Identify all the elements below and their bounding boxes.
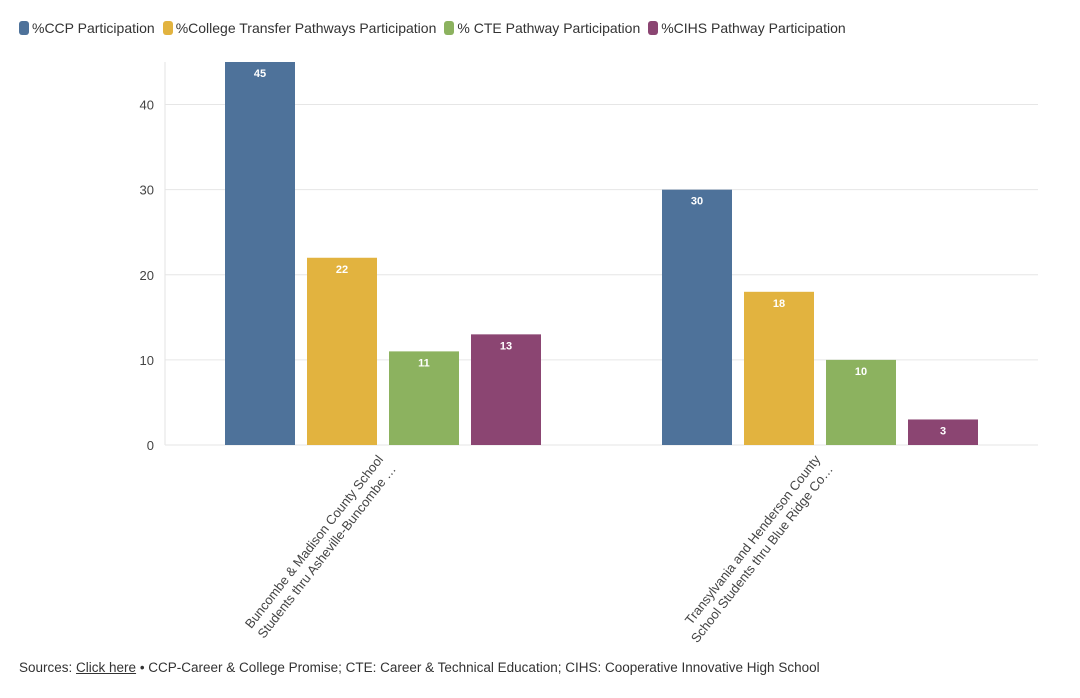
bar[interactable]	[471, 334, 541, 445]
bar[interactable]	[307, 257, 377, 445]
bars	[225, 62, 978, 445]
y-tick-label: 40	[140, 98, 154, 113]
legend-swatch	[19, 21, 29, 35]
data-label: 45	[254, 68, 266, 80]
bar[interactable]	[662, 189, 732, 445]
y-tick-label: 0	[147, 438, 154, 453]
data-label: 30	[691, 196, 703, 208]
data-label: 3	[940, 425, 946, 437]
bar[interactable]	[744, 291, 814, 445]
sources-footer: Sources: Click here • CCP-Career & Colle…	[19, 660, 820, 675]
bar[interactable]	[908, 419, 978, 445]
legend-label: %CIHS Pathway Participation	[661, 20, 846, 36]
x-axis-categories: Buncombe & Madison County SchoolStudents…	[242, 452, 836, 646]
legend-item[interactable]: %College Transfer Pathways Participation	[162, 20, 437, 36]
data-label: 13	[500, 340, 512, 352]
y-tick-label: 20	[140, 268, 154, 283]
legend-label: % CTE Pathway Participation	[457, 20, 641, 36]
y-axis-ticks: 0 10 20 30 40	[140, 98, 154, 453]
legend-item[interactable]: %CIHS Pathway Participation	[648, 20, 846, 36]
sources-link[interactable]: Click here	[76, 660, 137, 675]
sources-prefix: Sources:	[19, 660, 77, 675]
x-category-label: Transylvania and Henderson CountySchool …	[682, 452, 836, 646]
x-category-label-line: Students thru Asheville-Buncombe …	[254, 462, 398, 641]
x-category-label: Buncombe & Madison County SchoolStudents…	[242, 452, 399, 641]
bar[interactable]	[225, 62, 295, 445]
legend-swatch	[648, 21, 659, 35]
x-category-label-line: Transylvania and Henderson County	[682, 452, 824, 628]
y-tick-label: 30	[140, 183, 154, 198]
bar[interactable]	[826, 359, 896, 445]
chart-legend: %CCP Participation %College Transfer Path…	[19, 20, 854, 36]
data-label: 11	[418, 357, 430, 369]
data-label: 18	[773, 298, 785, 310]
legend-label: %CCP Participation	[32, 20, 155, 36]
data-labels: 45 22 11 13 30 18 10 3	[254, 68, 946, 437]
legend-item[interactable]: % CTE Pathway Participation	[444, 20, 640, 36]
sources-note: • CCP-Career & College Promise; CTE: Car…	[136, 660, 820, 675]
data-label: 10	[855, 366, 867, 378]
y-tick-label: 10	[140, 353, 154, 368]
bar[interactable]	[389, 351, 459, 445]
legend-swatch	[444, 21, 455, 35]
gridlines	[164, 62, 1038, 446]
legend-label: %College Transfer Pathways Participation	[175, 20, 437, 36]
legend-item[interactable]: %CCP Participation	[19, 20, 155, 36]
data-label: 22	[336, 264, 348, 276]
x-category-label-line: School Students thru Blue Ridge Co…	[688, 462, 836, 645]
x-category-label-line: Buncombe & Madison County School	[242, 452, 386, 631]
legend-swatch	[162, 21, 173, 35]
